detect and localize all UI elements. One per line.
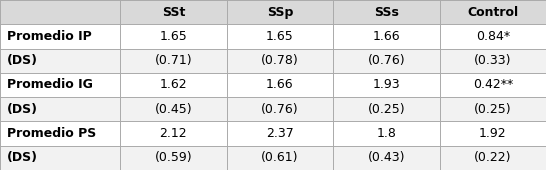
Bar [0,146,120,170]
Bar [0,0,120,24]
Bar [0,121,120,146]
Text: (0.25): (0.25) [367,103,405,116]
Bar [333,0,440,24]
Bar [440,49,546,73]
Text: SSp: SSp [266,6,293,19]
Bar [0,97,120,121]
Text: 1.65: 1.65 [159,30,187,43]
Bar [227,146,333,170]
Text: 1.66: 1.66 [266,79,294,91]
Bar [0,24,120,49]
Bar [120,73,227,97]
Text: 0.84*: 0.84* [476,30,510,43]
Bar [440,24,546,49]
Text: 1.62: 1.62 [159,79,187,91]
Bar [227,24,333,49]
Bar [120,146,227,170]
Bar [227,73,333,97]
Text: 1.8: 1.8 [376,127,396,140]
Bar [440,97,546,121]
Text: 1.92: 1.92 [479,127,507,140]
Text: (DS): (DS) [7,103,38,116]
Text: (0.43): (0.43) [367,151,405,164]
Bar [227,0,333,24]
Bar [227,49,333,73]
Text: Control: Control [467,6,518,19]
Text: 1.93: 1.93 [372,79,400,91]
Text: (0.59): (0.59) [155,151,192,164]
Text: (0.76): (0.76) [367,54,405,67]
Bar [120,121,227,146]
Bar [333,24,440,49]
Text: (0.45): (0.45) [155,103,192,116]
Text: 2.12: 2.12 [159,127,187,140]
Bar [0,73,120,97]
Bar [227,97,333,121]
Bar [120,24,227,49]
Bar [333,73,440,97]
Bar [120,49,227,73]
Bar [120,97,227,121]
Bar [440,0,546,24]
Text: Promedio PS: Promedio PS [7,127,96,140]
Text: (DS): (DS) [7,54,38,67]
Bar [333,121,440,146]
Text: (0.22): (0.22) [474,151,512,164]
Text: 1.65: 1.65 [266,30,294,43]
Text: (0.71): (0.71) [155,54,192,67]
Text: (0.76): (0.76) [261,103,299,116]
Text: Promedio IP: Promedio IP [7,30,91,43]
Bar [333,146,440,170]
Text: Promedio IG: Promedio IG [7,79,92,91]
Text: 0.42**: 0.42** [473,79,513,91]
Bar [120,0,227,24]
Bar [333,97,440,121]
Bar [333,49,440,73]
Bar [227,121,333,146]
Text: (0.78): (0.78) [261,54,299,67]
Text: 2.37: 2.37 [266,127,294,140]
Text: SSs: SSs [374,6,399,19]
Bar [0,49,120,73]
Bar [440,121,546,146]
Text: (DS): (DS) [7,151,38,164]
Text: (0.61): (0.61) [261,151,299,164]
Bar [440,73,546,97]
Text: SSt: SSt [162,6,185,19]
Text: 1.66: 1.66 [372,30,400,43]
Text: (0.25): (0.25) [474,103,512,116]
Bar [440,146,546,170]
Text: (0.33): (0.33) [474,54,512,67]
